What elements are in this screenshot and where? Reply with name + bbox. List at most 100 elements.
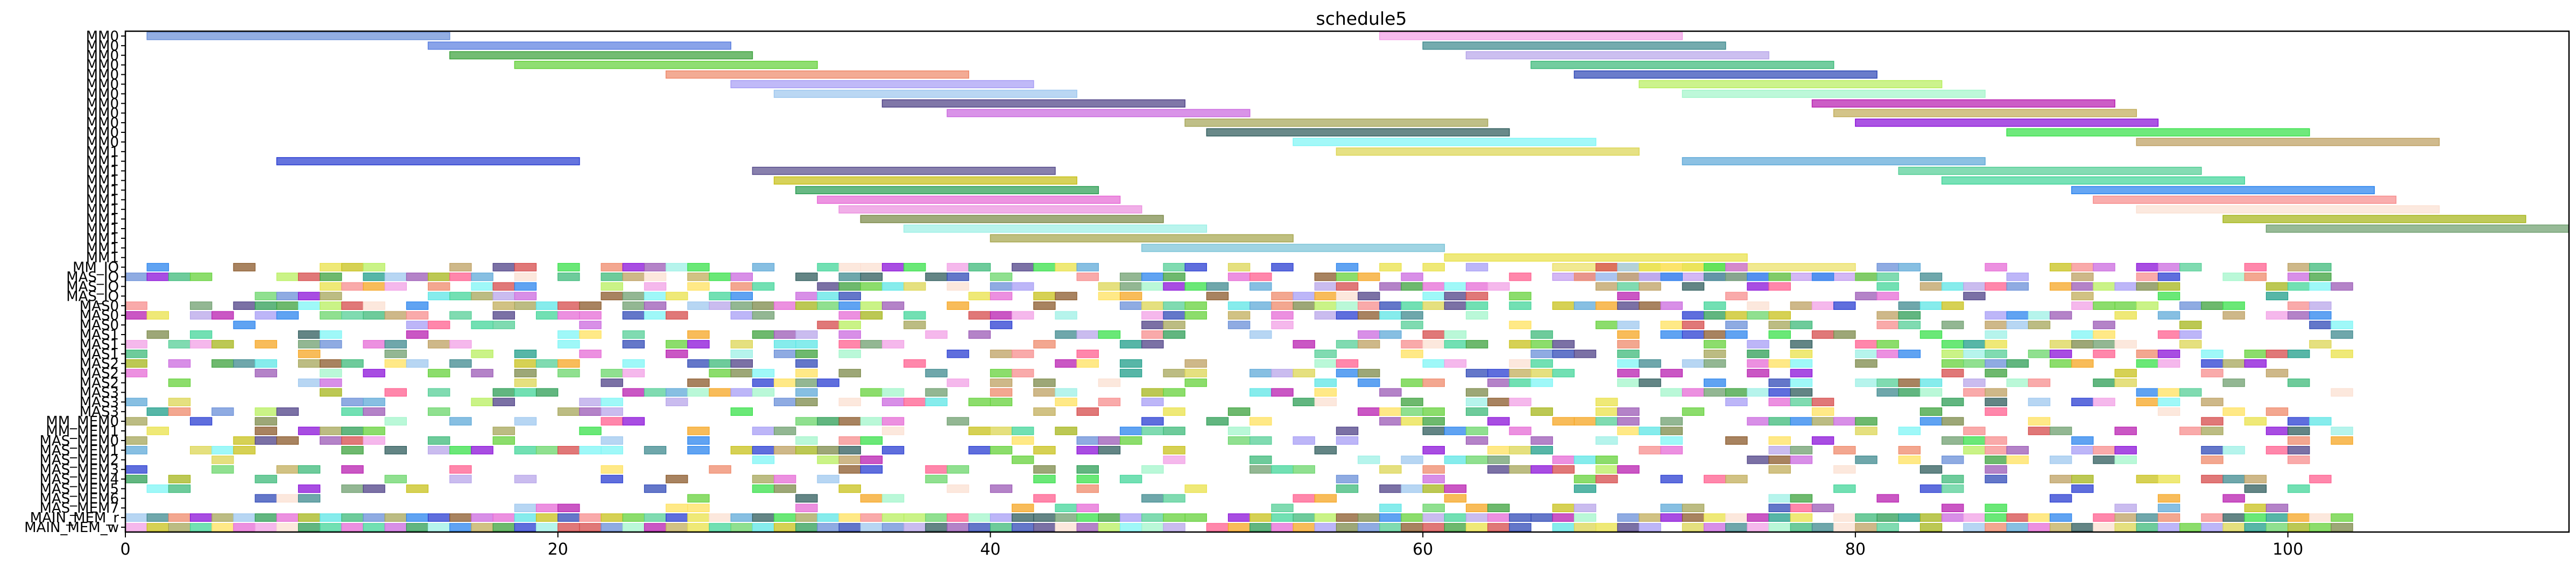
slot-bar bbox=[579, 523, 602, 531]
slot-bar bbox=[341, 398, 364, 407]
slot-bar bbox=[1876, 523, 1899, 531]
slot-bar bbox=[990, 350, 1013, 358]
slot-bar bbox=[925, 523, 948, 531]
slot-bar bbox=[1422, 301, 1445, 310]
slot-bar bbox=[838, 272, 861, 281]
slot-bar bbox=[1336, 523, 1359, 531]
slot-bar bbox=[1271, 321, 1294, 329]
slot-bar bbox=[535, 504, 559, 513]
slot-bar bbox=[492, 398, 515, 407]
slot-bar bbox=[1919, 523, 1943, 531]
slot-bar bbox=[881, 301, 905, 310]
slot-bar bbox=[1033, 513, 1056, 522]
slot-bar bbox=[1357, 340, 1380, 349]
slot-bar bbox=[471, 321, 493, 329]
slot-bar bbox=[1898, 263, 1921, 272]
slot-bar bbox=[1639, 427, 1661, 435]
slot-bar bbox=[189, 340, 213, 349]
slot-bar bbox=[838, 446, 861, 455]
slot-bar bbox=[817, 417, 839, 426]
slot-bar bbox=[211, 407, 234, 416]
slot-bar bbox=[1055, 311, 1077, 320]
slot-bar bbox=[341, 465, 364, 474]
slot-bar bbox=[255, 340, 277, 349]
slot-bar bbox=[2071, 523, 2094, 531]
slot-bar bbox=[363, 368, 385, 378]
slot-bar bbox=[189, 523, 213, 531]
slot-bar bbox=[687, 272, 710, 281]
slot-bar bbox=[168, 474, 191, 484]
slot-bar bbox=[276, 272, 299, 281]
slot-bar bbox=[125, 301, 147, 310]
slot-bar bbox=[730, 350, 753, 358]
slot-bar bbox=[1076, 407, 1099, 416]
task-bars bbox=[146, 32, 2570, 281]
slot-bar bbox=[1119, 272, 1142, 281]
slot-bar bbox=[1163, 407, 1185, 416]
slot-bar bbox=[601, 282, 623, 291]
slot-bar bbox=[1552, 513, 1575, 522]
slot-bar bbox=[2114, 378, 2137, 387]
slot-bar bbox=[125, 446, 147, 455]
slot-bar bbox=[320, 436, 342, 445]
slot-bar bbox=[2071, 340, 2094, 349]
slot-bar bbox=[492, 523, 515, 531]
slot-bar bbox=[1227, 272, 1251, 281]
slot-bar bbox=[384, 272, 407, 281]
slot-bar bbox=[1747, 301, 1769, 310]
x-tick-label: 20 bbox=[548, 540, 568, 559]
task-bar bbox=[947, 109, 1251, 117]
slot-bar bbox=[1963, 427, 1986, 435]
slot-bar bbox=[579, 350, 602, 358]
slot-bar bbox=[535, 311, 559, 320]
slot-bar bbox=[189, 446, 213, 455]
y-tick-label: MM0 bbox=[86, 105, 119, 122]
task-bar bbox=[1811, 99, 2115, 108]
y-tick-label: MAS_MEM1 bbox=[39, 443, 119, 459]
slot-bar bbox=[795, 272, 818, 281]
slot-bar bbox=[1379, 504, 1402, 513]
slot-bar bbox=[1033, 378, 1056, 387]
slot-bar bbox=[1401, 523, 1423, 531]
slot-bar bbox=[2093, 350, 2115, 358]
slot-bar bbox=[449, 272, 472, 281]
slot-bar bbox=[2136, 523, 2159, 531]
slot-bar bbox=[1790, 446, 1813, 455]
slot-bar bbox=[2028, 378, 2051, 387]
y-tick-label: MAS_MEM0 bbox=[39, 433, 119, 449]
slot-bar bbox=[1876, 321, 1899, 329]
slot-bar bbox=[2157, 407, 2180, 416]
y-tick-label: MM1 bbox=[86, 221, 119, 237]
y-tick-label: MM0 bbox=[86, 48, 119, 64]
slot-bar bbox=[320, 368, 342, 378]
slot-bar bbox=[947, 484, 969, 493]
slot-bar bbox=[2028, 513, 2051, 522]
slot-bar bbox=[1141, 427, 1164, 435]
slot-bar bbox=[579, 398, 602, 407]
slot-bar bbox=[514, 359, 537, 368]
slot-bar bbox=[752, 446, 775, 455]
slot-bar bbox=[968, 427, 991, 435]
slot-bar bbox=[211, 446, 234, 455]
slot-bar bbox=[687, 378, 710, 387]
slot-bar bbox=[1012, 427, 1034, 435]
slot-bar bbox=[1660, 513, 1683, 522]
slot-bar bbox=[492, 436, 515, 445]
slot-bar bbox=[1747, 417, 1769, 426]
slot-bar bbox=[2049, 523, 2072, 531]
slot-bar bbox=[1465, 340, 1488, 349]
slot-bar bbox=[320, 388, 342, 397]
slot-bar bbox=[1530, 407, 1553, 416]
slot-bar bbox=[990, 311, 1013, 320]
slot-bar bbox=[752, 523, 775, 531]
y-tick-label: MAS3 bbox=[80, 394, 119, 410]
slot-bar bbox=[838, 436, 861, 445]
slot-bar bbox=[1012, 263, 1034, 272]
slot-bar bbox=[168, 407, 191, 416]
slot-bar bbox=[1509, 378, 1532, 387]
slot-bar bbox=[363, 523, 385, 531]
slot-bar bbox=[471, 292, 493, 301]
slot-bar bbox=[881, 398, 905, 407]
slot-bar bbox=[2049, 494, 2072, 503]
slot-bar bbox=[1596, 407, 1618, 416]
